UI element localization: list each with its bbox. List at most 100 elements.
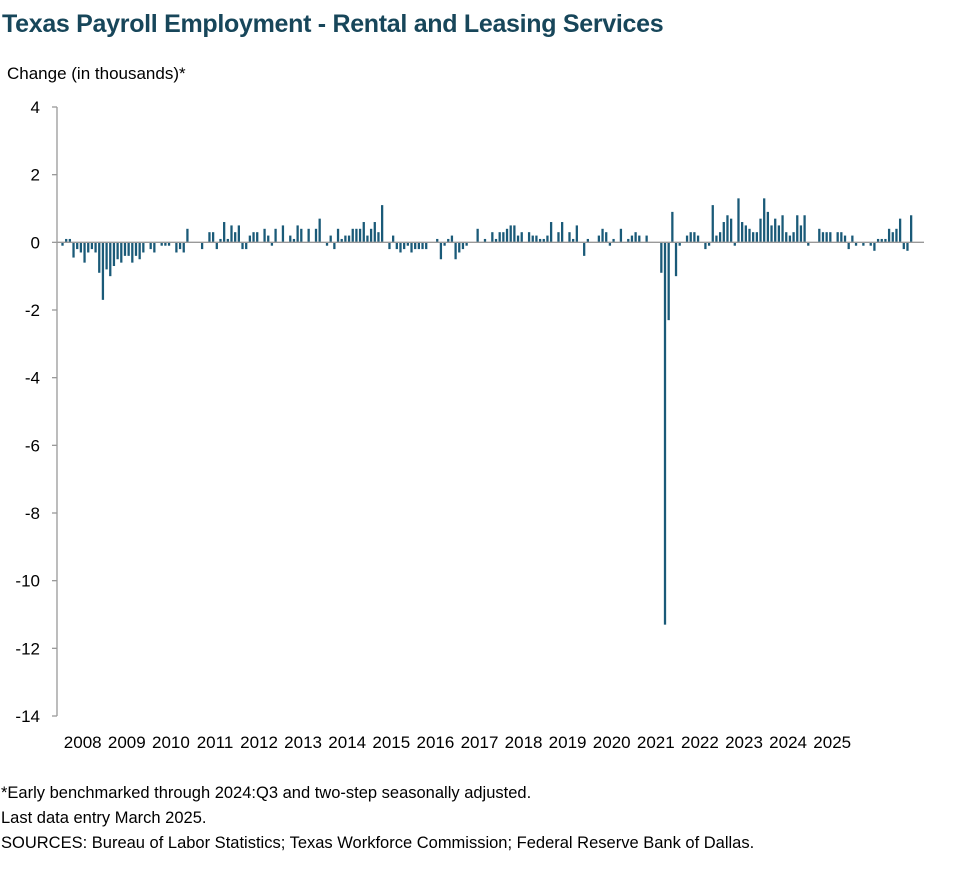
bar xyxy=(601,228,604,243)
bar xyxy=(880,238,883,243)
bar xyxy=(425,242,428,250)
bar xyxy=(696,235,700,243)
bar xyxy=(395,242,398,250)
x-tick-label: 2020 xyxy=(593,733,631,752)
bar xyxy=(410,242,413,253)
bar xyxy=(737,198,740,243)
x-tick-label: 2022 xyxy=(681,733,719,752)
bar xyxy=(200,242,204,250)
bar xyxy=(465,242,468,246)
bar xyxy=(498,232,501,243)
bar xyxy=(766,211,770,243)
bar xyxy=(531,235,534,243)
bar xyxy=(733,242,736,246)
bar xyxy=(711,205,714,243)
x-tick-label: 2023 xyxy=(725,733,763,752)
bar xyxy=(351,228,354,243)
bar xyxy=(792,232,795,243)
bar xyxy=(208,232,211,243)
bar xyxy=(902,242,905,250)
bar xyxy=(358,228,362,243)
bar xyxy=(663,242,667,625)
bar xyxy=(807,242,810,246)
bar xyxy=(333,242,336,250)
bar xyxy=(605,232,608,243)
bar xyxy=(744,225,747,243)
bar xyxy=(774,218,777,243)
bar xyxy=(454,242,457,260)
bar xyxy=(87,242,90,253)
bar xyxy=(895,228,898,243)
bar xyxy=(366,235,369,243)
bar xyxy=(406,242,409,246)
y-tick-label: 4 xyxy=(31,98,40,117)
bar xyxy=(862,242,865,246)
bar xyxy=(267,235,270,243)
bar xyxy=(142,242,145,253)
bar xyxy=(274,228,277,243)
y-tick-label: -10 xyxy=(15,572,40,591)
bar xyxy=(770,225,773,243)
bar xyxy=(245,242,248,250)
bar xyxy=(685,235,689,243)
y-tick-label: 0 xyxy=(31,233,40,252)
bar xyxy=(752,232,755,243)
bar xyxy=(854,242,858,246)
bar xyxy=(583,242,586,256)
bar xyxy=(847,242,850,250)
bar xyxy=(127,242,130,256)
bar xyxy=(318,218,321,243)
bar xyxy=(660,242,663,273)
bar xyxy=(355,228,358,243)
y-tick-label: -4 xyxy=(25,369,40,388)
bar xyxy=(336,228,340,243)
bar xyxy=(887,228,891,243)
bar xyxy=(491,232,494,243)
bar xyxy=(237,225,240,243)
bar xyxy=(763,198,766,243)
bar xyxy=(138,242,141,260)
y-tick-label: -8 xyxy=(25,504,40,523)
bar xyxy=(94,242,97,253)
bar xyxy=(796,215,799,243)
bar xyxy=(884,238,887,243)
bar xyxy=(392,235,395,243)
bar xyxy=(98,242,101,273)
bar xyxy=(175,242,178,253)
bar xyxy=(542,238,545,243)
bar xyxy=(586,238,589,243)
bar xyxy=(153,242,156,253)
bar xyxy=(505,228,509,243)
bar xyxy=(759,218,762,243)
x-tick-label: 2021 xyxy=(637,733,675,752)
bar xyxy=(671,211,674,243)
bar xyxy=(417,242,420,250)
footnotes: *Early benchmarked through 2024:Q3 and t… xyxy=(1,781,754,856)
bar xyxy=(825,232,828,243)
footnote-sources: SOURCES: Bureau of Labor Statistics; Tex… xyxy=(1,834,755,852)
bar xyxy=(520,232,523,243)
bar xyxy=(226,238,229,243)
bar xyxy=(178,242,182,250)
bar xyxy=(729,218,733,243)
bar xyxy=(535,235,538,243)
bar xyxy=(300,228,303,243)
bar xyxy=(674,242,678,277)
bar xyxy=(403,242,406,250)
bar xyxy=(755,232,758,243)
bar xyxy=(443,242,446,246)
bar xyxy=(821,232,825,243)
bar xyxy=(186,228,189,243)
bar xyxy=(803,215,806,243)
bar-chart: 4 2 0 -2 -4 -6 -8 -10 -12 -14 2008 2009 2010 2011 201… xyxy=(15,98,924,752)
x-tick-label: 2025 xyxy=(813,733,851,752)
bar xyxy=(340,238,343,243)
bar xyxy=(79,242,83,253)
bar xyxy=(458,242,461,253)
bar xyxy=(362,222,365,243)
bar xyxy=(65,238,68,243)
bar xyxy=(597,235,601,243)
bar xyxy=(527,232,531,243)
bar xyxy=(112,242,116,267)
bar xyxy=(483,238,487,243)
